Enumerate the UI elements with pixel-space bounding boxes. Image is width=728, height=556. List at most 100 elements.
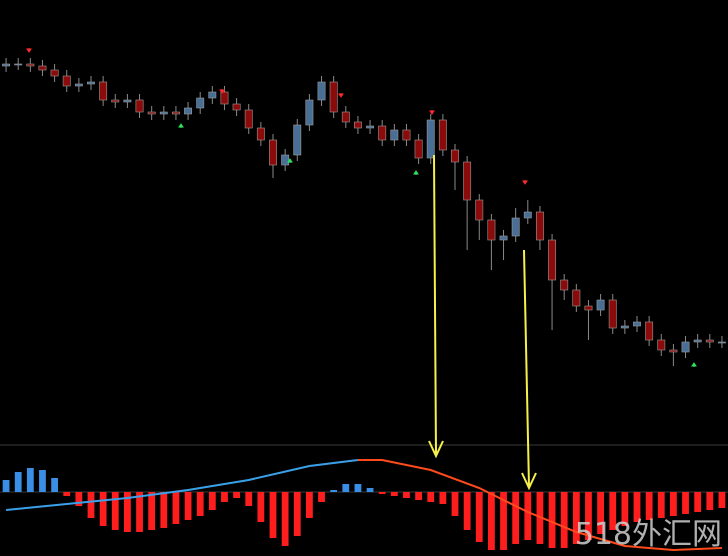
histogram-bar xyxy=(524,492,532,540)
candle-body xyxy=(62,75,71,87)
sell-arrow xyxy=(338,93,344,98)
candle-body xyxy=(487,219,496,241)
candle-body xyxy=(620,325,629,329)
histogram-bar xyxy=(111,492,119,530)
sell-arrow xyxy=(522,180,528,185)
histogram-bar xyxy=(694,492,702,512)
histogram-bar xyxy=(245,492,253,506)
candle-body xyxy=(523,211,532,219)
candle-body xyxy=(511,217,520,237)
candle-body xyxy=(669,349,678,353)
candle-body xyxy=(645,321,654,341)
candle-body xyxy=(256,127,265,141)
histogram-bar xyxy=(366,488,374,492)
candle-body xyxy=(74,83,83,87)
candle-body xyxy=(681,341,690,353)
histogram-bar xyxy=(269,492,277,538)
candle-body xyxy=(293,124,302,156)
histogram-bar xyxy=(403,492,410,498)
candle-body xyxy=(366,125,375,129)
histogram-bar xyxy=(306,492,313,518)
histogram-bar xyxy=(293,492,301,536)
histogram-bar xyxy=(585,492,592,540)
candle-body xyxy=(499,235,508,241)
candle-body xyxy=(463,161,472,201)
histogram-bar xyxy=(572,492,580,544)
yellow-arrow xyxy=(521,249,537,491)
buy-arrow xyxy=(413,170,419,175)
histogram-bar xyxy=(233,492,240,498)
candle-body xyxy=(147,111,156,115)
candle-body xyxy=(693,339,702,343)
histogram-bar xyxy=(415,492,422,500)
histogram-bar xyxy=(342,484,350,492)
candle-body xyxy=(378,125,387,141)
candle-body xyxy=(50,69,59,77)
histogram-bar xyxy=(148,492,156,530)
candle-body xyxy=(26,63,35,67)
histogram-bar xyxy=(657,492,665,518)
candle-body xyxy=(135,99,144,113)
histogram-bar xyxy=(281,492,289,546)
histogram-bar xyxy=(621,492,629,526)
watermark: 518外汇网 xyxy=(575,517,722,552)
candle-body xyxy=(535,211,544,241)
histogram-bar xyxy=(87,492,95,518)
histogram-bar xyxy=(645,492,653,520)
histogram-bar xyxy=(439,492,447,504)
histogram-bar xyxy=(427,492,435,502)
histogram-bar xyxy=(51,478,58,492)
candle-body xyxy=(414,139,423,159)
candle-body xyxy=(438,119,447,151)
histogram-bar xyxy=(318,492,325,502)
candle-body xyxy=(2,63,11,67)
candle-body xyxy=(402,129,411,141)
sell-arrow xyxy=(219,89,225,94)
histogram-bar xyxy=(196,492,204,516)
candle-body xyxy=(87,81,95,85)
yellow-arrow xyxy=(428,154,444,459)
histogram-bar xyxy=(184,492,192,520)
histogram-bar xyxy=(633,492,641,522)
histogram-bar xyxy=(354,484,362,492)
histogram-bar xyxy=(136,492,143,532)
histogram-bar xyxy=(172,492,180,524)
histogram-bar xyxy=(500,492,507,550)
candle-body xyxy=(14,63,23,66)
sell-arrow xyxy=(429,110,435,115)
candle-body xyxy=(196,97,205,109)
candle-body xyxy=(717,341,726,344)
histogram-bar xyxy=(26,468,34,492)
histogram-bar xyxy=(597,492,604,534)
histogram-bar xyxy=(257,492,265,522)
candle-body xyxy=(171,111,180,115)
candle-body xyxy=(353,121,362,129)
candle-body xyxy=(305,99,314,126)
candle-body xyxy=(317,81,326,101)
candle-body xyxy=(244,109,253,129)
histogram-bar xyxy=(512,492,520,544)
histogram-bar xyxy=(378,492,386,494)
candle-body xyxy=(269,139,277,166)
histogram-bar xyxy=(670,492,677,516)
histogram-bar xyxy=(75,492,83,506)
marks xyxy=(0,58,728,552)
histogram-bar xyxy=(390,492,398,496)
histogram-bar xyxy=(706,492,714,510)
candle-body xyxy=(111,99,120,103)
histogram-bar xyxy=(14,472,22,492)
signal-arrows xyxy=(26,48,697,367)
candle-body xyxy=(220,91,229,105)
histogram-bar xyxy=(160,492,168,528)
histogram-bar xyxy=(221,492,228,502)
histogram-bar xyxy=(475,492,483,542)
candle-body xyxy=(608,299,617,329)
histogram-bar xyxy=(463,492,471,530)
candle-body xyxy=(390,129,399,141)
candle-body xyxy=(38,65,47,71)
histogram-bar xyxy=(330,490,338,492)
annotation-arrows xyxy=(428,154,537,491)
